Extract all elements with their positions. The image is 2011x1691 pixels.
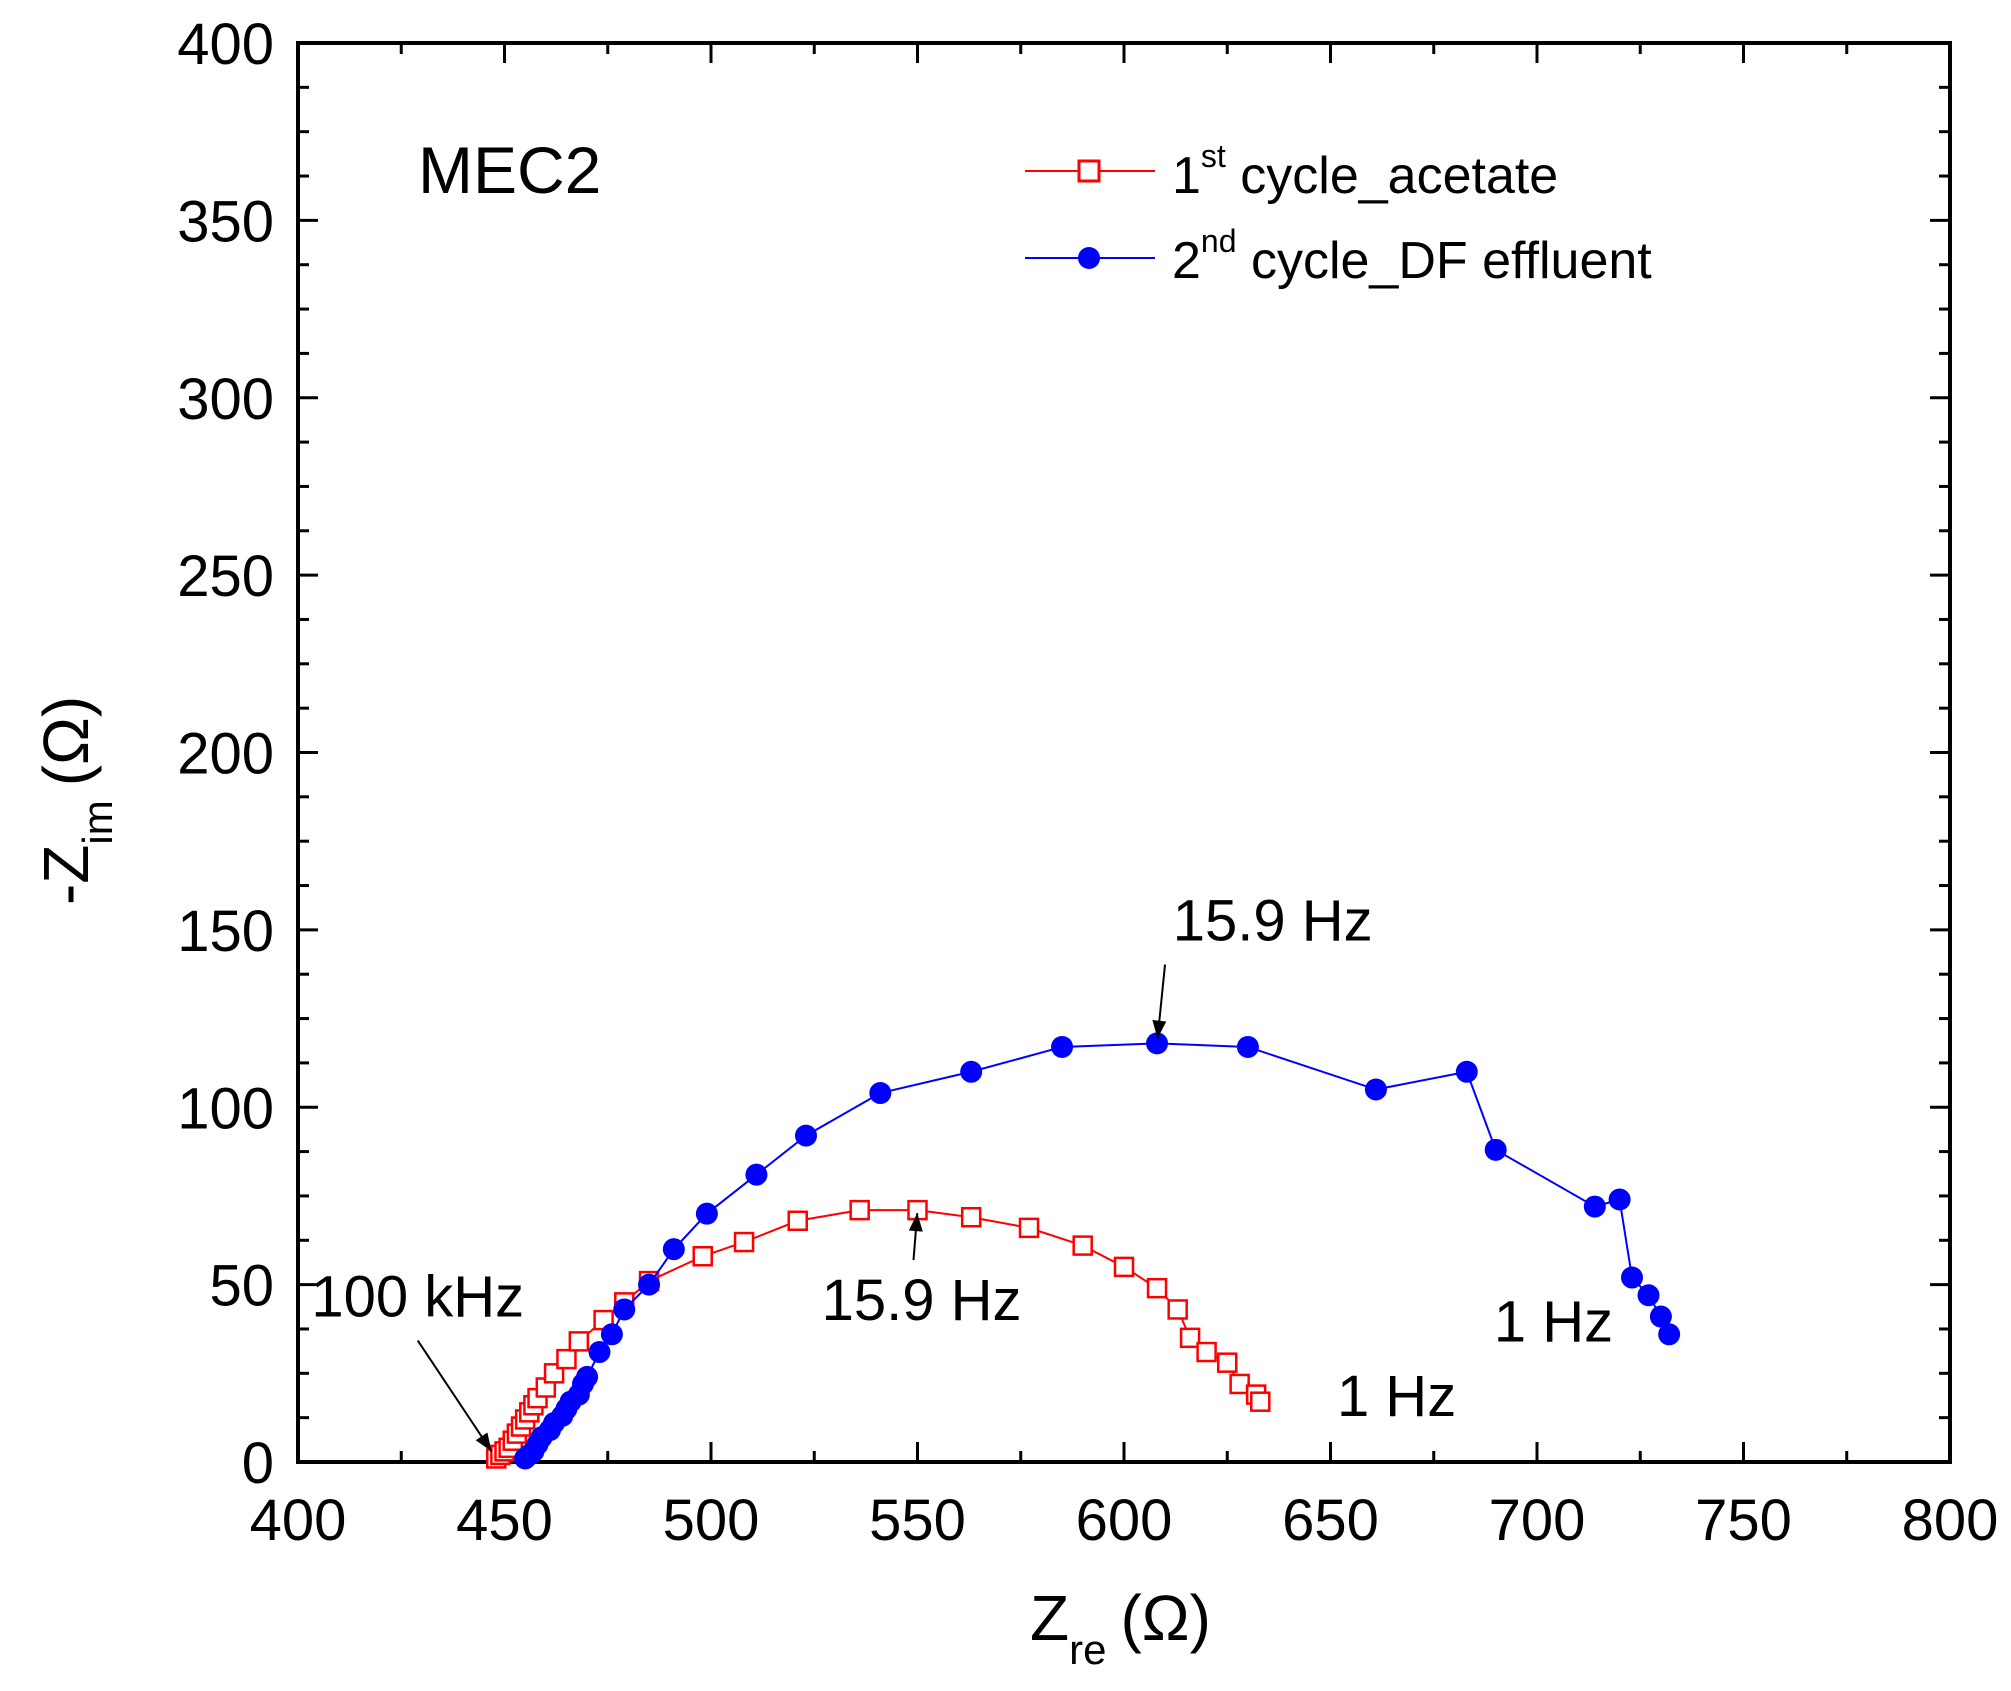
x-tick-label: 700: [1489, 1488, 1586, 1553]
x-tick-label: 800: [1902, 1488, 1999, 1553]
data-point: [787, 1210, 808, 1232]
data-point: [849, 1199, 870, 1221]
annotation-label: 15.9 Hz: [1173, 889, 1373, 954]
data-point: [960, 1206, 982, 1228]
data-point: [568, 1331, 590, 1352]
annotation: 1 Hz: [1337, 1364, 1456, 1429]
annotation-arrow-head: [908, 1213, 923, 1232]
data-point: [1167, 1299, 1188, 1320]
y-tick-label: 350: [177, 189, 274, 254]
y-axis-title: -Zim(Ω): [30, 696, 121, 905]
data-point: [1146, 1277, 1168, 1299]
legend-marker-acetate: [1077, 159, 1101, 183]
legend-marker-df-effluent: [1078, 247, 1100, 269]
data-point: [1608, 1188, 1631, 1211]
data-point: [692, 1245, 713, 1267]
annotation-label: 15.9 Hz: [822, 1268, 1022, 1333]
annotation: 1 Hz: [1494, 1289, 1613, 1354]
data-point: [1146, 1032, 1169, 1055]
data-point: [1229, 1373, 1250, 1395]
annotation-layer: 100 kHz 15.9 Hz 1 Hz 15.9 Hz 1 Hz: [311, 889, 1613, 1452]
data-point: [1649, 1305, 1672, 1328]
x-tick-label: 600: [1076, 1488, 1173, 1553]
data-point: [695, 1202, 718, 1225]
y-tick-label: 200: [177, 722, 274, 787]
axis-ticks: 400 450 500 550 600 650 700 750 800 0 50 100 150 200 2…: [177, 12, 1998, 1553]
annotation-label: 1 Hz: [1337, 1364, 1456, 1429]
data-point: [733, 1231, 755, 1253]
x-axis-title: Zre (Ω): [1030, 1582, 1211, 1673]
annotation: 15.9 Hz: [1152, 889, 1373, 1039]
y-tick-label: 150: [177, 899, 274, 964]
x-tick-label: 400: [250, 1488, 347, 1553]
data-point: [588, 1341, 611, 1364]
data-point: [1196, 1341, 1217, 1363]
data-point: [869, 1082, 892, 1105]
data-point: [1051, 1035, 1074, 1058]
data-point: [576, 1365, 599, 1388]
data-point: [1658, 1323, 1681, 1346]
data-point: [1455, 1060, 1478, 1083]
x-tick-label: 550: [869, 1488, 966, 1553]
y-tick-label: 50: [209, 1254, 274, 1319]
y-tick-label: 250: [177, 544, 274, 609]
annotation-arrow-shaft: [416, 1339, 493, 1452]
legend-label-df-effluent: 2nd cycle_DF effluent: [1172, 223, 1652, 290]
annotation-label: 1 Hz: [1494, 1289, 1613, 1354]
data-point: [1637, 1284, 1660, 1307]
y-tick-label: 0: [242, 1431, 274, 1496]
annotation: 15.9 Hz: [822, 1213, 1022, 1333]
legend-entry-acetate: 1st cycle_acetate: [1025, 138, 1558, 205]
data-point: [1250, 1391, 1271, 1412]
x-tick-label: 750: [1695, 1488, 1792, 1553]
data-point: [1018, 1217, 1040, 1239]
data-point: [1364, 1078, 1387, 1101]
data-point: [1179, 1327, 1201, 1349]
annotation: 100 kHz: [311, 1265, 524, 1452]
data-point: [960, 1060, 983, 1083]
data-point: [794, 1124, 817, 1147]
annotation-label: 100 kHz: [311, 1265, 524, 1330]
y-tick-label: 400: [177, 12, 274, 77]
y-tick-label: 300: [177, 367, 274, 432]
annotation-arrow-head: [1152, 1020, 1167, 1039]
legend-label-acetate: 1st cycle_acetate: [1172, 138, 1558, 205]
data-point: [745, 1163, 768, 1186]
data-point: [600, 1323, 623, 1346]
x-tick-label: 500: [663, 1488, 760, 1553]
data-point: [613, 1298, 636, 1321]
data-point: [1113, 1256, 1135, 1278]
data-point: [1217, 1352, 1238, 1373]
x-tick-label: 450: [456, 1488, 553, 1553]
data-point: [1484, 1138, 1507, 1161]
series-df-effluent: [514, 1032, 1681, 1470]
legend-entry-df-effluent: 2nd cycle_DF effluent: [1025, 223, 1652, 290]
data-point: [1583, 1195, 1606, 1218]
data-point: [1072, 1235, 1093, 1256]
panel-title: MEC2: [418, 133, 601, 207]
legend: 1st cycle_acetate 2nd cycle_DF effluent: [1025, 138, 1652, 290]
data-point: [556, 1348, 577, 1370]
series-layer: [485, 1032, 1681, 1470]
plot-frame: [296, 41, 1952, 1464]
annotation-arrow-head: [475, 1432, 492, 1452]
data-point: [1620, 1266, 1643, 1289]
data-point: [1236, 1035, 1259, 1058]
y-tick-label: 100: [177, 1076, 274, 1141]
x-tick-label: 650: [1282, 1488, 1379, 1553]
data-point: [638, 1273, 661, 1296]
data-point: [662, 1238, 685, 1261]
